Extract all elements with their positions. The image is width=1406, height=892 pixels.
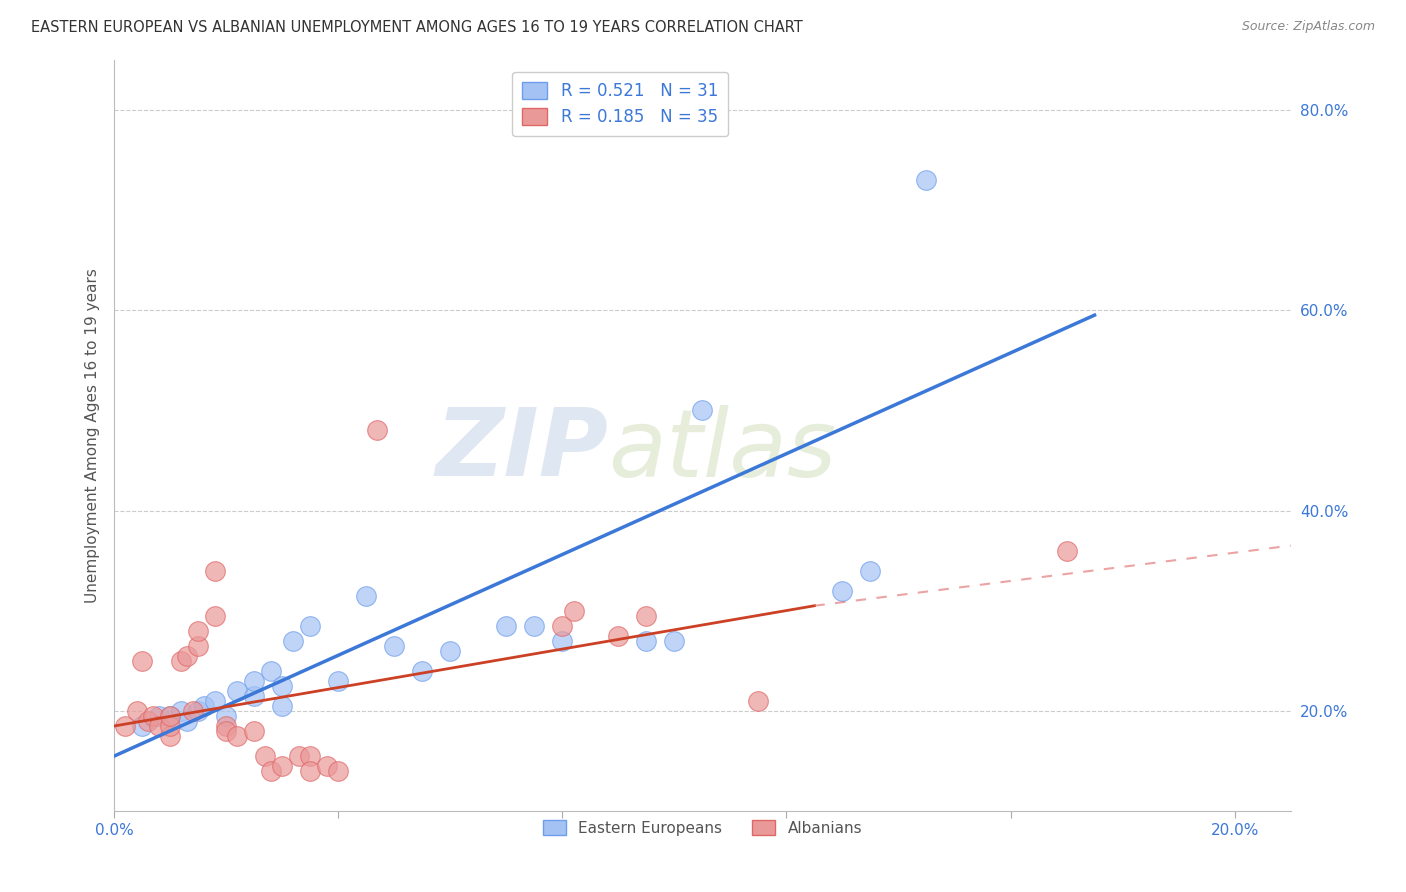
Point [148, 719, 170, 733]
Text: ZIP: ZIP [436, 404, 609, 497]
Point [193, 698, 215, 713]
Point [551, 619, 574, 633]
Point [159, 709, 181, 723]
Point [271, 679, 294, 693]
Point [215, 724, 238, 739]
Point [288, 749, 311, 764]
Point [328, 673, 350, 688]
Point [187, 704, 209, 718]
Point [271, 698, 294, 713]
Text: EASTERN EUROPEAN VS ALBANIAN UNEMPLOYMENT AMONG AGES 16 TO 19 YEARS CORRELATION : EASTERN EUROPEAN VS ALBANIAN UNEMPLOYMEN… [31, 20, 803, 35]
Point [254, 749, 277, 764]
Text: atlas: atlas [609, 405, 837, 496]
Point [328, 764, 350, 778]
Point [114, 719, 136, 733]
Point [271, 759, 294, 773]
Point [283, 633, 305, 648]
Point [1056, 543, 1078, 558]
Point [356, 589, 378, 603]
Point [176, 648, 198, 663]
Point [915, 173, 938, 187]
Point [299, 619, 322, 633]
Point [142, 709, 165, 723]
Point [692, 403, 714, 417]
Point [260, 664, 283, 678]
Point [495, 619, 517, 633]
Point [204, 564, 226, 578]
Point [859, 564, 882, 578]
Point [382, 639, 405, 653]
Point [316, 759, 339, 773]
Point [747, 694, 769, 708]
Point [187, 639, 209, 653]
Point [299, 764, 322, 778]
Legend: Eastern Europeans, Albanians: Eastern Europeans, Albanians [533, 811, 872, 845]
Point [131, 719, 153, 733]
Point [131, 654, 153, 668]
Point [243, 673, 266, 688]
Point [226, 684, 249, 698]
Y-axis label: Unemployment Among Ages 16 to 19 years: Unemployment Among Ages 16 to 19 years [86, 268, 100, 603]
Point [299, 749, 322, 764]
Point [366, 423, 388, 437]
Point [636, 633, 658, 648]
Point [204, 694, 226, 708]
Point [439, 644, 461, 658]
Point [187, 624, 209, 638]
Point [181, 704, 204, 718]
Point [148, 709, 170, 723]
Point [159, 709, 181, 723]
Point [170, 654, 193, 668]
Point [260, 764, 283, 778]
Point [136, 714, 159, 728]
Point [607, 629, 630, 643]
Point [159, 729, 181, 743]
Point [159, 719, 181, 733]
Point [411, 664, 433, 678]
Point [562, 604, 585, 618]
Text: Source: ZipAtlas.com: Source: ZipAtlas.com [1241, 20, 1375, 33]
Point [243, 689, 266, 703]
Point [176, 714, 198, 728]
Point [215, 719, 238, 733]
Point [664, 633, 686, 648]
Point [226, 729, 249, 743]
Point [243, 724, 266, 739]
Point [636, 608, 658, 623]
Point [125, 704, 148, 718]
Point [215, 709, 238, 723]
Point [551, 633, 574, 648]
Point [204, 608, 226, 623]
Point [170, 704, 193, 718]
Point [831, 583, 853, 598]
Point [523, 619, 546, 633]
